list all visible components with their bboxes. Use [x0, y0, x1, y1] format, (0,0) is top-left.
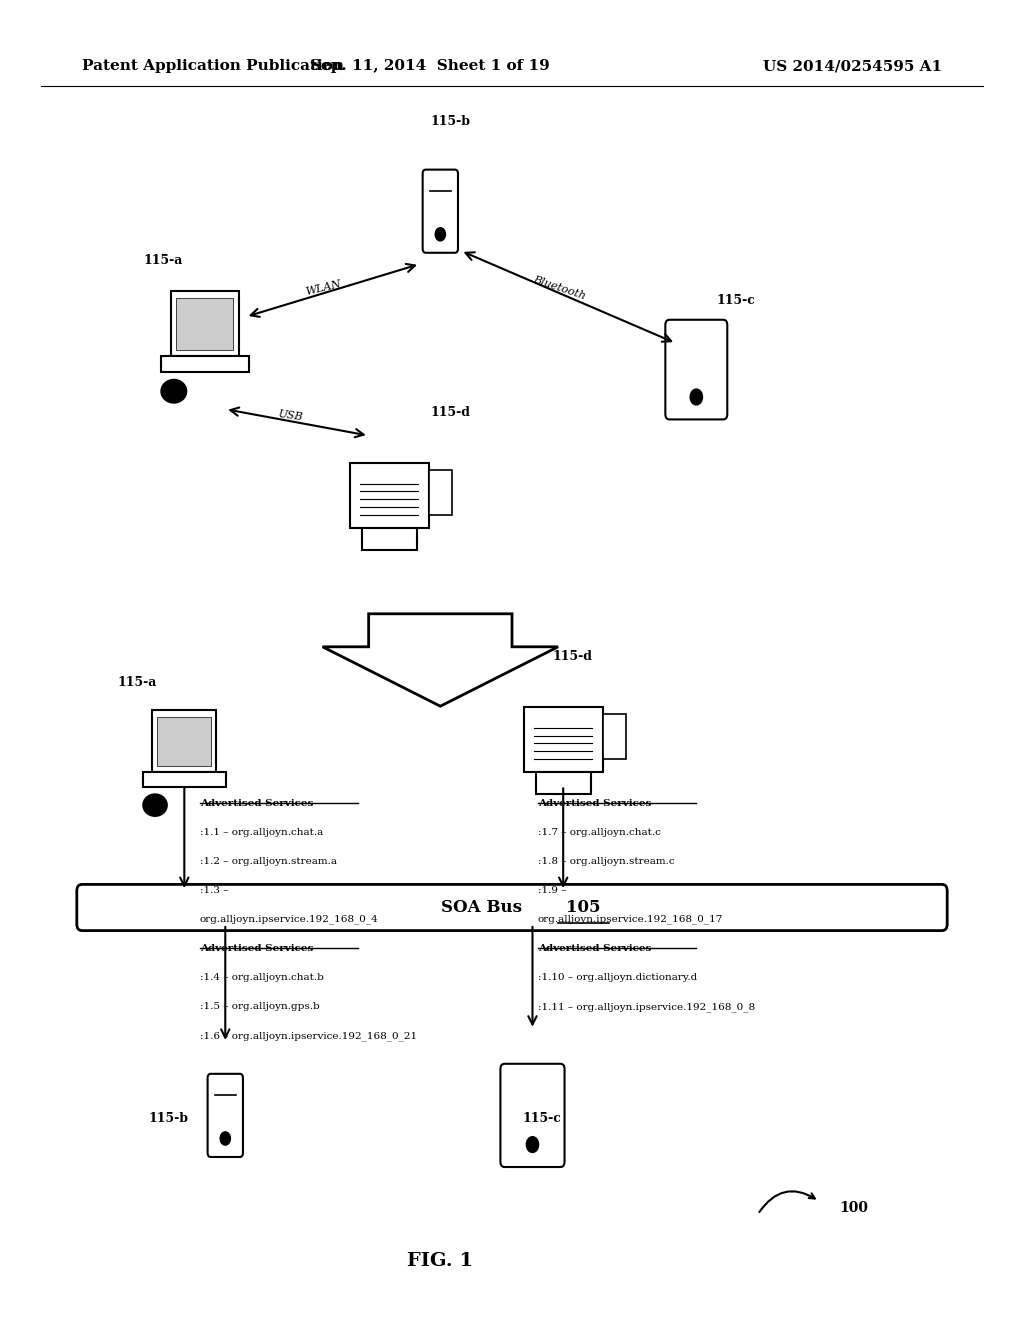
Circle shape	[220, 1131, 230, 1144]
FancyBboxPatch shape	[602, 714, 627, 759]
Text: :1.10 – org.alljoyn.dictionary.d: :1.10 – org.alljoyn.dictionary.d	[538, 973, 697, 982]
Text: :1.1 – org.alljoyn.chat.a: :1.1 – org.alljoyn.chat.a	[200, 828, 323, 837]
Text: Advertised Services: Advertised Services	[538, 799, 651, 808]
Text: org.alljoyn.ipservice.192_168_0_17: org.alljoyn.ipservice.192_168_0_17	[538, 915, 723, 924]
Text: 115-d: 115-d	[430, 405, 470, 418]
FancyBboxPatch shape	[428, 470, 453, 515]
FancyBboxPatch shape	[524, 708, 602, 772]
FancyBboxPatch shape	[161, 356, 249, 372]
Text: Bluetooth: Bluetooth	[531, 275, 587, 301]
FancyBboxPatch shape	[176, 298, 233, 350]
Ellipse shape	[143, 795, 167, 816]
FancyBboxPatch shape	[158, 717, 211, 766]
Text: Patent Application Publication: Patent Application Publication	[82, 59, 344, 74]
Text: 115-a: 115-a	[143, 253, 182, 267]
Text: 100: 100	[840, 1201, 868, 1214]
Text: :1.4 – org.alljoyn.chat.b: :1.4 – org.alljoyn.chat.b	[200, 973, 324, 982]
Text: :1.9 –: :1.9 –	[538, 886, 566, 895]
FancyBboxPatch shape	[536, 772, 591, 795]
Text: :1.8 – org.alljoyn.stream.c: :1.8 – org.alljoyn.stream.c	[538, 857, 674, 866]
FancyBboxPatch shape	[77, 884, 947, 931]
Circle shape	[435, 227, 445, 240]
Text: 115-c: 115-c	[717, 293, 756, 306]
Text: Advertised Services: Advertised Services	[200, 944, 313, 953]
Text: Advertised Services: Advertised Services	[538, 944, 651, 953]
Text: USB: USB	[278, 409, 304, 422]
Text: :1.2 – org.alljoyn.stream.a: :1.2 – org.alljoyn.stream.a	[200, 857, 337, 866]
FancyBboxPatch shape	[142, 772, 226, 787]
Text: WLAN: WLAN	[304, 279, 342, 297]
FancyBboxPatch shape	[666, 319, 727, 420]
Text: SOA Bus: SOA Bus	[440, 899, 522, 916]
Text: :1.7 – org.alljoyn.chat.c: :1.7 – org.alljoyn.chat.c	[538, 828, 660, 837]
Circle shape	[690, 389, 702, 405]
Text: :1.3 –: :1.3 –	[200, 886, 228, 895]
Text: org.alljoyn.ipservice.192_168_0_4: org.alljoyn.ipservice.192_168_0_4	[200, 915, 379, 924]
FancyBboxPatch shape	[501, 1064, 564, 1167]
Text: FIG. 1: FIG. 1	[408, 1251, 473, 1270]
FancyBboxPatch shape	[350, 463, 429, 528]
Text: 115-d: 115-d	[553, 649, 593, 663]
Text: 115-a: 115-a	[118, 676, 157, 689]
Ellipse shape	[161, 380, 186, 403]
Text: 105: 105	[566, 899, 601, 916]
Text: 115-b: 115-b	[430, 115, 470, 128]
Text: :1.6 – org.alljoyn.ipservice.192_168_0_21: :1.6 – org.alljoyn.ipservice.192_168_0_2…	[200, 1031, 417, 1040]
FancyBboxPatch shape	[361, 528, 417, 549]
FancyBboxPatch shape	[423, 170, 458, 253]
Text: :1.5 – org.alljoyn.gps.b: :1.5 – org.alljoyn.gps.b	[200, 1002, 319, 1011]
Text: Advertised Services: Advertised Services	[200, 799, 313, 808]
Polygon shape	[323, 614, 558, 706]
Text: Sep. 11, 2014  Sheet 1 of 19: Sep. 11, 2014 Sheet 1 of 19	[310, 59, 550, 74]
Text: :1.11 – org.alljoyn.ipservice.192_168_0_8: :1.11 – org.alljoyn.ipservice.192_168_0_…	[538, 1002, 755, 1011]
Text: US 2014/0254595 A1: US 2014/0254595 A1	[763, 59, 942, 74]
FancyBboxPatch shape	[171, 290, 239, 356]
FancyBboxPatch shape	[208, 1074, 243, 1156]
FancyBboxPatch shape	[153, 710, 216, 772]
Text: 115-b: 115-b	[148, 1111, 188, 1125]
Circle shape	[526, 1137, 539, 1152]
Text: 115-c: 115-c	[522, 1111, 561, 1125]
